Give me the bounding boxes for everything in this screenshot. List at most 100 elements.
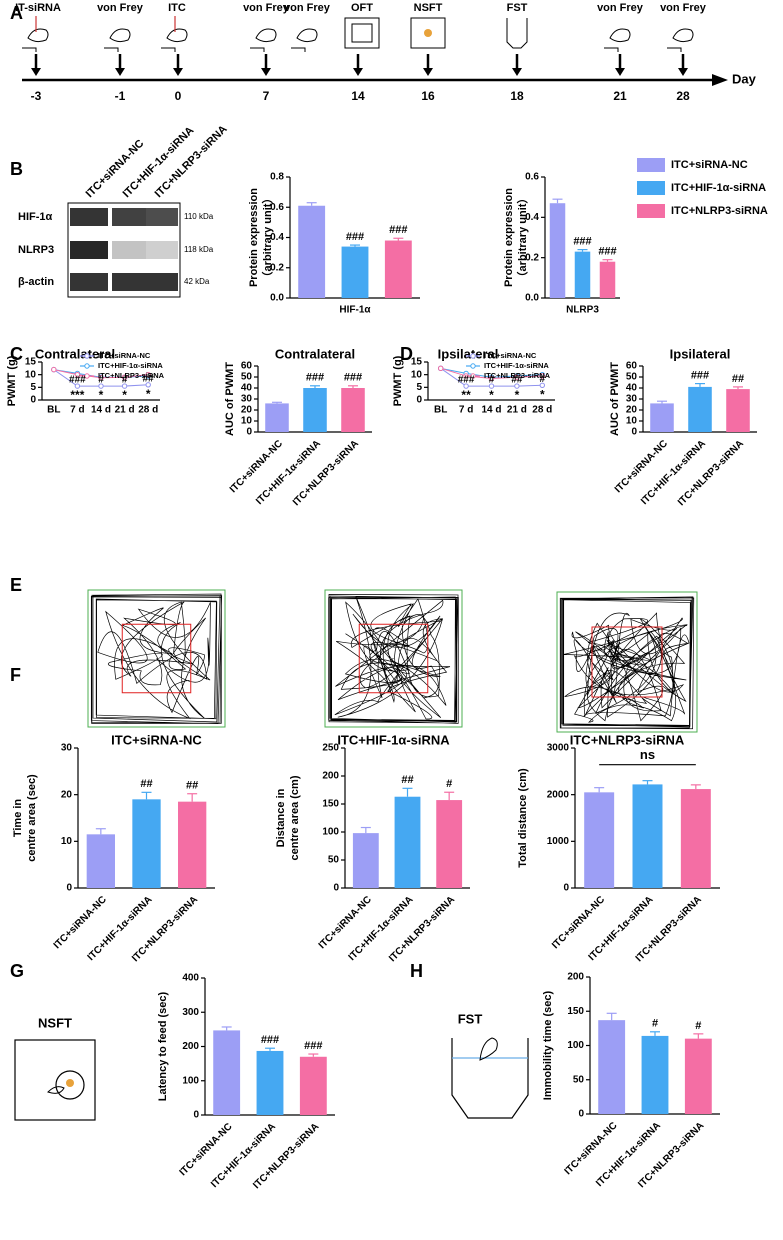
panel-letter: E [10,575,22,595]
y-tick-label: 10 [25,369,37,380]
mouse-icon-line [291,47,306,52]
mouse-icon-line [604,47,619,52]
x-tick-label: 28 d [532,405,552,416]
y-tick-label: 0.4 [525,212,539,223]
arena-border [324,589,463,728]
blot-row-label: NLRP3 [18,244,54,256]
chart-title: Contralateral [35,346,115,361]
legend-marker [84,373,90,379]
y-tick-label: 0 [416,395,422,406]
y-tick-label: 400 [182,973,199,984]
timeline-day: -3 [31,89,42,103]
legend-swatch [637,158,665,172]
timeline-event: FST [507,2,528,14]
y-tick-label: 0.2 [525,252,539,263]
y-tick-label: 0 [563,883,569,894]
significance-label: ## [732,373,744,385]
significance-label: ** [461,388,471,402]
bar [352,833,379,888]
timeline-arrow-head [173,68,183,76]
x-tick-label: 21 d [115,405,135,416]
fst-label: FST [458,1011,483,1026]
y-tick-label: 200 [322,771,339,782]
x-tick-label: BL [47,405,60,416]
bar [265,403,289,432]
significance-label: *** [70,388,84,402]
chart-title: Ipsilateral [438,346,499,361]
nsft-arena [14,1039,96,1121]
legend-label: ITC+NLRP3-siRNA [671,205,768,217]
y-tick-label: 300 [182,1007,199,1018]
significance-label: ### [573,236,591,248]
y-tick-label: 30 [241,394,253,405]
bar [680,789,711,888]
significance-label: # [489,375,495,386]
bar [341,246,369,298]
bar [341,388,365,432]
x-axis-label: NLRP3 [566,305,599,316]
timeline-event: ITC [168,2,186,14]
legend-marker [84,353,90,359]
y-axis-label: Immobility time (sec) [542,990,554,1100]
blot-band [70,208,108,226]
timeline-arrow-head [615,68,625,76]
y-tick-label: 40 [626,383,638,394]
y-tick-label: 100 [567,1040,584,1051]
panel-letter: A [10,3,23,23]
significance-label: ## [143,373,155,384]
bar [598,1020,626,1114]
nsft-food [66,1079,74,1087]
y-tick-label: 150 [322,799,339,810]
blot-row-size: 42 kDa [184,277,210,286]
y-tick-label: 200 [182,1041,199,1052]
y-tick-label: 0.2 [270,262,284,273]
series-point [145,371,151,378]
centre-zone [591,626,663,698]
blot-row-size: 118 kDa [184,245,214,254]
significance-label: ## [186,780,198,792]
legend-swatch [637,204,665,218]
timeline-event: IT-siRNA [15,2,61,14]
series-point [74,371,81,378]
bar [688,386,712,432]
x-tick-label: BL [434,405,447,416]
arena-caption: ITC+siRNA-NC [111,732,202,747]
legend-label: ITC+HIF-1α-siRNA [98,361,163,370]
significance-label: ## [401,774,413,786]
series-point [98,375,104,381]
timeline-event: NSFT [414,2,443,14]
y-tick-label: 0 [631,427,637,438]
significance-label: * [540,387,545,401]
timeline-day: 7 [263,89,270,103]
bar [298,205,326,298]
blot-band [112,241,146,259]
mouse-icon-line [667,47,682,52]
panel-letter: F [10,665,21,685]
timeline-event: von Frey [97,2,144,14]
fst-beaker [451,1038,529,1119]
oft-icon [344,17,380,49]
series-point [539,373,545,379]
timeline-day: 28 [676,89,690,103]
y-axis-label: （arbitrary unit） [516,193,529,283]
y-tick-label: 0.0 [525,293,539,304]
timeline-event: von Frey [284,2,331,14]
series-point [145,382,151,388]
blot-row-label: β-actin [18,276,54,288]
y-tick-label: 30 [61,743,73,754]
bar [549,203,566,298]
x-tick-label: 21 d [507,405,527,416]
y-tick-label: 0.4 [270,232,284,243]
bar [599,261,616,298]
legend-label: ITC+siRNA-NC [671,159,748,171]
series-point [51,366,57,373]
chart-title: Contralateral [275,346,355,361]
y-tick-label: 0 [246,427,252,438]
legend-marker [470,373,476,379]
blot-row-label: HIF-1α [18,211,53,223]
y-tick-label: 15 [25,357,37,368]
significance-label: ### [346,231,364,243]
significance-label: ### [691,370,709,382]
timeline-day: 21 [613,89,627,103]
series-point [463,383,469,389]
